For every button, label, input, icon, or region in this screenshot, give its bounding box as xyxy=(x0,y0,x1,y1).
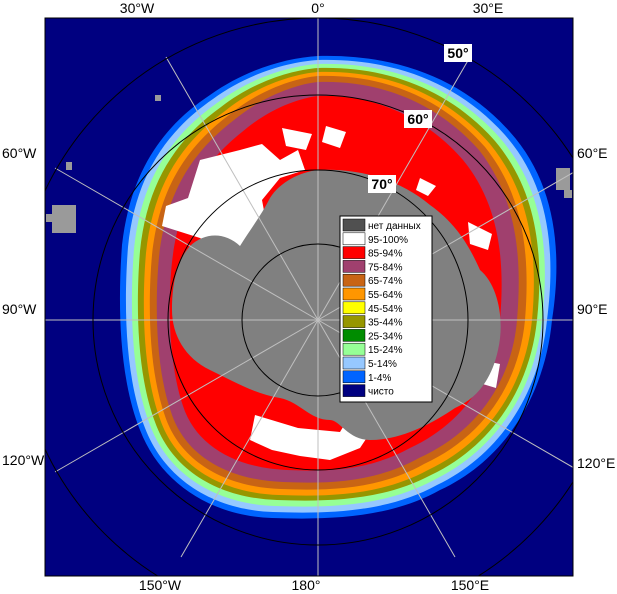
legend-label: 1-4% xyxy=(368,373,391,384)
latitude-labels: 50° 60° 70° xyxy=(368,44,472,193)
legend-swatch xyxy=(342,218,366,232)
outer-land-patches xyxy=(46,95,572,233)
legend-label: 35-44% xyxy=(368,318,403,329)
legend-swatch xyxy=(342,342,366,356)
ice-band-95-100-east xyxy=(468,222,500,388)
map-frame xyxy=(44,17,574,577)
legend-label: 75-84% xyxy=(368,262,403,273)
legend-swatch xyxy=(342,301,366,315)
lon-label-30e: 30°E xyxy=(473,0,504,16)
ice-band-95-100-weddell xyxy=(162,144,305,252)
legend-label: 15-24% xyxy=(368,345,403,356)
lon-label-0: 0° xyxy=(311,0,324,16)
legend-label: 5-14% xyxy=(368,359,397,370)
legend-swatch xyxy=(342,260,366,273)
lon-label-60w: 60°W xyxy=(2,145,37,161)
concentration-legend: нет данных 95-100% 85-94% 75-84% 65-74% 55-64… xyxy=(339,215,433,403)
lon-label-60e: 60°E xyxy=(577,145,608,161)
lon-label-150e: 150°E xyxy=(451,577,489,593)
lon-label-30w: 30°W xyxy=(120,0,155,16)
legend-swatch xyxy=(342,246,366,259)
lat-label-50: 50° xyxy=(447,45,468,61)
legend-label: 45-54% xyxy=(368,304,403,315)
legend-label: 55-64% xyxy=(368,290,403,301)
lon-label-180: 180° xyxy=(292,577,321,593)
legend-label: 65-74% xyxy=(368,276,403,287)
legend-swatch xyxy=(342,329,366,342)
legend-swatch xyxy=(342,273,366,287)
lat-label-70: 70° xyxy=(371,176,392,192)
legend-swatch xyxy=(342,356,366,370)
legend-swatch xyxy=(342,384,366,397)
ice-band-95-100-ross xyxy=(250,412,372,460)
legend-label: нет данных xyxy=(368,221,421,232)
legend-swatch xyxy=(342,287,366,301)
parallels xyxy=(45,18,573,576)
ice-band-95-100-north xyxy=(282,126,436,196)
lon-label-120e: 120°E xyxy=(577,455,615,471)
legend-label: чисто xyxy=(368,387,394,398)
lon-label-150w: 150°W xyxy=(139,577,182,593)
legend-swatch xyxy=(342,370,366,384)
legend-swatch xyxy=(342,315,366,328)
legend-label: 85-94% xyxy=(368,249,403,260)
legend-swatch xyxy=(342,232,366,246)
lon-label-120w: 120°W xyxy=(2,452,45,468)
lon-label-90w: 90°W xyxy=(2,301,37,317)
lon-label-90e: 90°E xyxy=(577,301,608,317)
legend-label: 95-100% xyxy=(368,235,408,246)
legend-label: 25-34% xyxy=(368,331,403,342)
lat-label-60: 60° xyxy=(407,111,428,127)
